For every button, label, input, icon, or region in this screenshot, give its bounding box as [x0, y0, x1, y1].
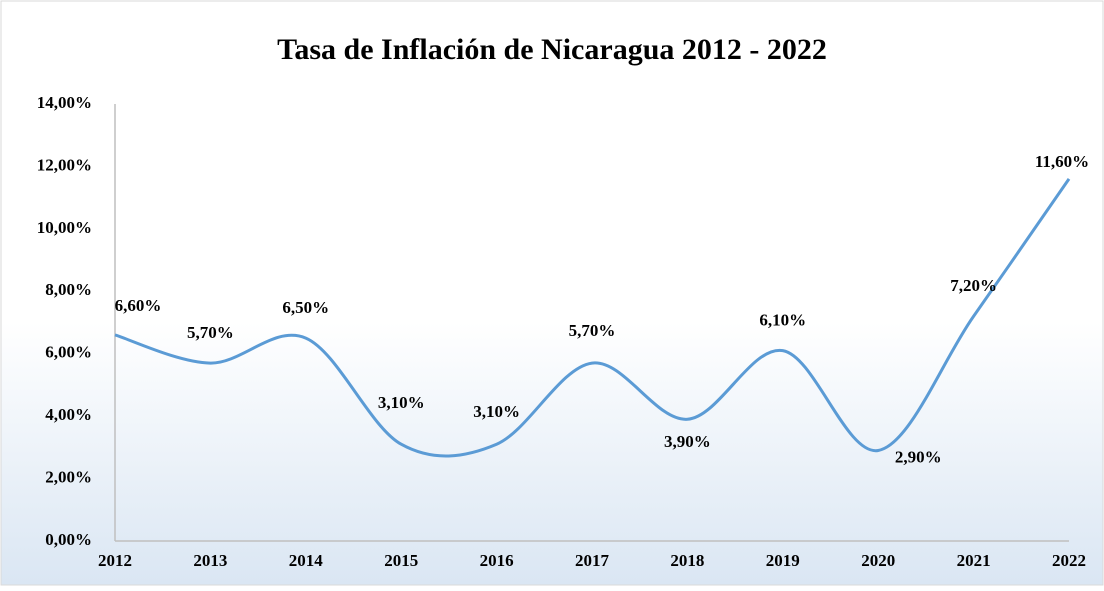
data-label: 6,50% — [282, 298, 329, 317]
y-tick-label: 10,00% — [37, 218, 92, 237]
x-tick-label: 2014 — [289, 551, 324, 570]
x-tick-label: 2022 — [1052, 551, 1086, 570]
data-label: 7,20% — [950, 276, 997, 295]
data-label: 2,90% — [895, 447, 942, 466]
x-tick-label: 2019 — [766, 551, 800, 570]
x-tick-label: 2016 — [480, 551, 514, 570]
x-tick-label: 2013 — [193, 551, 227, 570]
x-tick-label: 2017 — [575, 551, 610, 570]
chart-title: Tasa de Inflación de Nicaragua 2012 - 20… — [277, 33, 827, 66]
line-series — [114, 178, 1071, 458]
y-tick-label: 4,00% — [45, 405, 92, 424]
data-label: 3,10% — [473, 402, 520, 421]
x-tick-label: 2018 — [670, 551, 704, 570]
data-label: 6,10% — [759, 310, 806, 329]
x-tick-label: 2015 — [384, 551, 418, 570]
y-tick-label: 2,00% — [45, 467, 92, 486]
x-tick-label: 2021 — [957, 551, 991, 570]
y-tick-label: 6,00% — [45, 343, 92, 362]
data-label: 6,60% — [115, 296, 162, 315]
data-label: 3,10% — [378, 393, 425, 412]
data-label: 5,70% — [187, 323, 234, 342]
data-label: 3,90% — [664, 432, 711, 451]
x-tick-label: 2012 — [98, 551, 132, 570]
data-label: 11,60% — [1035, 152, 1089, 171]
data-label: 5,70% — [569, 321, 616, 340]
y-tick-label: 14,00% — [37, 93, 92, 112]
x-tick-label: 2020 — [861, 551, 895, 570]
y-tick-label: 0,00% — [45, 530, 92, 549]
y-tick-label: 12,00% — [37, 155, 92, 174]
y-tick-label: 8,00% — [45, 280, 92, 299]
